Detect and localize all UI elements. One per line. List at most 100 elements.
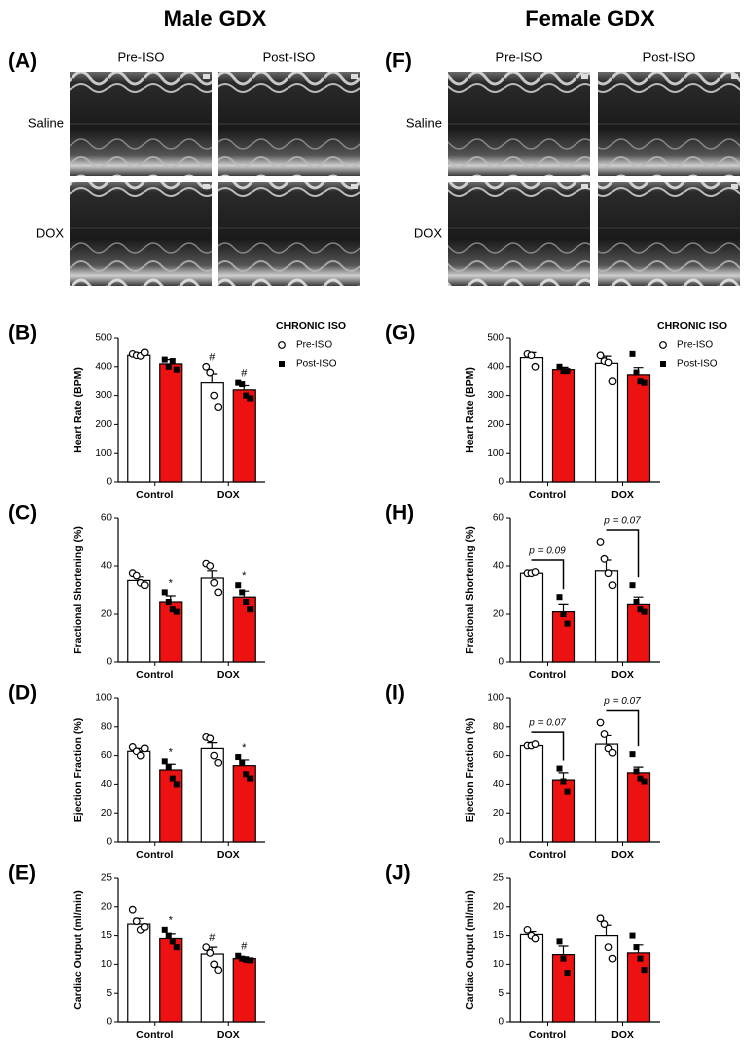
bar	[519, 933, 544, 1023]
y-tick-label: 200	[487, 419, 504, 430]
legend-label: Post-ISO	[677, 359, 718, 370]
legend-label: Pre-ISO	[296, 340, 332, 351]
data-point	[173, 944, 180, 951]
y-tick-label: 15	[493, 930, 505, 941]
bar	[551, 369, 576, 483]
data-point	[140, 581, 149, 590]
data-point	[600, 730, 609, 738]
legend-title: CHRONIC ISO	[657, 320, 727, 332]
data-point	[600, 920, 609, 928]
x-tick-label: Control	[529, 669, 566, 681]
significance-mark: #	[241, 941, 248, 953]
y-tick-label: 5	[106, 988, 112, 999]
x-tick-label: DOX	[217, 669, 240, 681]
y-tick-label: 10	[101, 959, 113, 970]
y-tick-label: 200	[95, 419, 112, 430]
data-point	[641, 967, 648, 974]
significance-bracket	[531, 559, 565, 590]
significance-mark: #	[241, 368, 248, 380]
error-bar	[558, 603, 569, 612]
y-axis-label: Ejection Fraction (%)	[464, 718, 476, 822]
echo-waves	[218, 72, 360, 176]
data-point	[556, 765, 563, 772]
data-point	[132, 917, 141, 926]
x-tick-label: Control	[136, 489, 173, 501]
y-tick-label: 10	[493, 959, 505, 970]
x-tick-label: Control	[529, 1029, 566, 1041]
data-point	[235, 379, 242, 386]
y-tick-label: 0	[498, 657, 504, 668]
y-tick-label: 40	[101, 779, 113, 790]
x-tick-label: Control	[529, 489, 566, 501]
data-point	[556, 938, 563, 945]
y-tick-label: 15	[101, 930, 113, 941]
data-point	[604, 358, 613, 367]
data-point	[173, 608, 180, 615]
bar	[519, 744, 544, 843]
column-label: Post-ISO	[643, 49, 696, 64]
data-point	[641, 608, 648, 615]
data-point	[564, 970, 571, 977]
data-point	[235, 582, 242, 589]
bar	[232, 389, 256, 483]
data-point	[633, 599, 640, 605]
y-tick-label: 300	[487, 390, 504, 401]
data-point	[637, 378, 644, 385]
y-tick-label: 0	[106, 1017, 112, 1028]
data-point	[531, 740, 540, 748]
y-tick-label: 0	[498, 837, 504, 848]
echo-waves	[448, 182, 590, 286]
data-point	[596, 914, 605, 923]
data-point	[604, 569, 613, 578]
data-point	[608, 954, 617, 963]
data-point	[243, 392, 250, 399]
column-label: Pre-ISO	[496, 49, 543, 64]
data-point	[161, 926, 168, 933]
echo-waves	[598, 72, 740, 176]
data-point	[531, 568, 540, 576]
legend-title: CHRONIC ISO	[276, 320, 346, 332]
data-point	[629, 932, 636, 939]
y-tick-label: 80	[101, 721, 113, 732]
data-point	[637, 775, 644, 782]
panel-label: (I)	[385, 682, 405, 705]
row-label: Saline	[406, 115, 442, 130]
y-tick-label: 0	[106, 657, 112, 668]
data-point	[600, 554, 609, 563]
echo-waves	[598, 182, 740, 286]
data-point	[641, 778, 648, 785]
data-point	[531, 934, 540, 943]
x-tick-label: DOX	[611, 489, 634, 501]
data-point	[243, 956, 250, 963]
y-axis-label: Cardiac Output (ml/min)	[72, 890, 84, 1010]
y-tick-label: 60	[493, 750, 505, 761]
bar	[159, 937, 183, 1023]
data-point	[235, 754, 242, 761]
significance-mark: #	[209, 352, 216, 364]
data-point	[235, 952, 242, 959]
data-point	[206, 734, 215, 743]
data-point	[239, 955, 246, 962]
data-point	[531, 362, 540, 371]
data-point	[527, 351, 536, 360]
data-point	[214, 966, 223, 975]
data-point	[560, 368, 567, 375]
column-label: Pre-ISO	[118, 49, 165, 64]
data-point	[629, 751, 636, 758]
data-point	[173, 781, 180, 788]
error-bar	[558, 945, 569, 955]
data-point	[637, 606, 644, 613]
data-point	[243, 771, 250, 778]
data-point	[210, 751, 219, 760]
data-point	[128, 905, 137, 914]
y-tick-label: 60	[101, 513, 113, 524]
data-point	[637, 955, 644, 962]
data-point	[169, 775, 176, 782]
data-point	[560, 611, 567, 617]
panel-label: (B)	[8, 322, 37, 345]
data-point	[169, 358, 176, 365]
data-point	[132, 571, 141, 580]
data-point	[165, 599, 172, 605]
data-point	[173, 366, 180, 373]
bar	[626, 952, 651, 1023]
